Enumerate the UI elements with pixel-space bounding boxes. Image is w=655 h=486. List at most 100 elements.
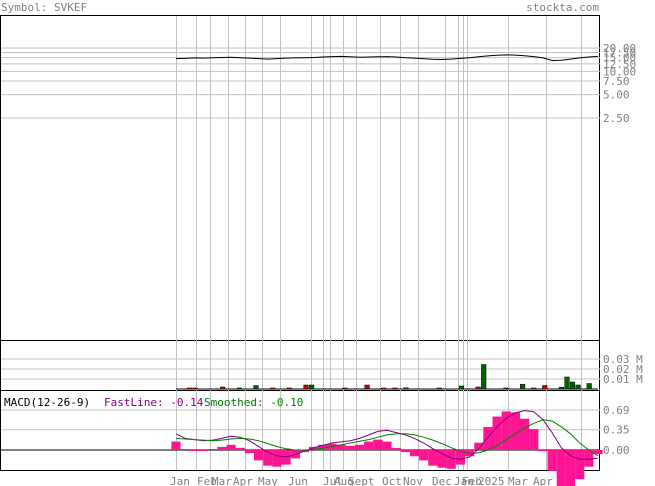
volume-bar bbox=[575, 384, 581, 390]
x-tick-label: Jan bbox=[454, 475, 474, 486]
macd-smooth-label: Smoothed: -0.10 bbox=[204, 396, 303, 409]
volume-bar bbox=[558, 386, 564, 390]
macd-fast-line bbox=[175, 410, 599, 460]
x-tick-label: Apr bbox=[533, 475, 553, 486]
macd-hist-bar bbox=[254, 450, 264, 461]
x-tick-label: Mar bbox=[212, 475, 232, 486]
x-tick-label: Mar bbox=[508, 475, 528, 486]
x-tick-label: Oct bbox=[382, 475, 402, 486]
macd-hist-bar bbox=[529, 429, 539, 450]
volume-tick-label: 0.03 M bbox=[603, 353, 643, 366]
macd-tick-label: 0.35 bbox=[603, 424, 630, 437]
volume-bar bbox=[503, 387, 509, 390]
macd-hist-bar bbox=[520, 418, 530, 450]
price-tick-label: 2.50 bbox=[603, 112, 630, 125]
x-tick-label: Aug bbox=[334, 475, 354, 486]
macd-hist-bar bbox=[263, 450, 273, 466]
macd-hist-bar bbox=[180, 449, 190, 450]
macd-hist-bar bbox=[483, 427, 493, 450]
macd-hist-bar bbox=[575, 450, 585, 480]
macd-hist-bar bbox=[547, 450, 557, 471]
macd-hist-bar bbox=[208, 449, 218, 450]
macd-hist-bar bbox=[354, 444, 365, 450]
macd-hist-bar bbox=[565, 450, 576, 486]
macd-hist-bar bbox=[364, 441, 374, 450]
volume-bar bbox=[564, 376, 570, 390]
x-tick-label: Nov bbox=[403, 475, 423, 486]
macd-hist-bar bbox=[492, 416, 502, 450]
macd-hist-bar bbox=[345, 445, 355, 450]
grid-lines bbox=[1, 16, 600, 470]
macd-hist-bar bbox=[538, 450, 548, 451]
volume-bar bbox=[542, 385, 548, 390]
macd-hist-bar bbox=[189, 450, 199, 451]
macd-hist-bar bbox=[455, 450, 465, 465]
volume-bar bbox=[364, 384, 370, 390]
macd-hist-bar bbox=[446, 450, 456, 469]
macd-fast-label: FastLine: -0.14 bbox=[104, 396, 204, 409]
volume-bars bbox=[186, 364, 592, 390]
x-tick-label: 2025 bbox=[478, 475, 505, 486]
site-name[interactable]: stockta.com bbox=[526, 1, 599, 14]
macd-hist-bar bbox=[593, 450, 603, 455]
x-tick-label: Apr bbox=[233, 475, 253, 486]
macd-hist-bar bbox=[419, 450, 429, 461]
macd-hist-bar bbox=[217, 446, 227, 450]
x-tick-label: Dec bbox=[432, 475, 452, 486]
macd-hist-bar bbox=[198, 450, 209, 451]
x-tick-label: May bbox=[258, 475, 278, 486]
volume-bar bbox=[403, 387, 409, 390]
macd-tick-label: 0.69 bbox=[603, 404, 630, 417]
volume-bar bbox=[586, 383, 592, 390]
volume-bar bbox=[481, 364, 487, 390]
price-tick-label: 5.00 bbox=[603, 89, 630, 102]
volume-bar bbox=[569, 381, 576, 390]
macd-hist-bar bbox=[437, 450, 447, 468]
macd-hist-bar bbox=[556, 450, 566, 486]
price-tick-label: 15.00 bbox=[603, 52, 636, 65]
volume-bar bbox=[309, 384, 315, 390]
macd-hist-bar bbox=[309, 446, 319, 450]
macd-hist-bar bbox=[226, 444, 236, 450]
volume-tick-label: 0.02 M bbox=[603, 363, 643, 376]
symbol-label: Symbol: SVKEF bbox=[1, 1, 87, 14]
volume-bar bbox=[342, 387, 348, 390]
macd-hist-bar bbox=[474, 442, 484, 450]
macd-tick-label: 0.00 bbox=[603, 444, 630, 457]
macd-hist-bar bbox=[428, 450, 438, 466]
macd-histogram bbox=[171, 411, 603, 486]
x-tick-label: Jan bbox=[170, 475, 190, 486]
volume-tick-label: 0.01 M bbox=[603, 373, 643, 386]
volume-bar bbox=[236, 387, 242, 390]
price-series bbox=[175, 54, 599, 62]
volume-bar bbox=[253, 385, 259, 390]
macd-hist-bar bbox=[584, 450, 594, 467]
x-tick-label: Jun bbox=[288, 475, 308, 486]
macd-smooth-line bbox=[175, 419, 599, 457]
volume-bar bbox=[392, 387, 398, 390]
price-tick-label: 10.00 bbox=[603, 65, 636, 78]
price-tick-label: 20.00 bbox=[603, 42, 636, 55]
x-tick-label: Feb bbox=[197, 475, 217, 486]
macd-hist-bar bbox=[510, 412, 520, 450]
price-tick-label: 7.50 bbox=[603, 75, 630, 88]
macd-hist-bar bbox=[272, 450, 282, 467]
macd-hist-bar bbox=[318, 444, 328, 450]
macd-title: MACD(12-26-9) bbox=[4, 396, 90, 409]
volume-bar bbox=[531, 387, 537, 390]
macd-hist-bar bbox=[391, 447, 401, 450]
volume-bar bbox=[270, 387, 276, 390]
price-tick-label: 12.50 bbox=[603, 58, 636, 71]
volume-bar bbox=[303, 384, 309, 390]
macd-hist-bar bbox=[400, 450, 410, 453]
price-line bbox=[175, 54, 599, 62]
volume-bar bbox=[520, 383, 526, 390]
macd-y-axis: 0.69 0.35 0.00 bbox=[603, 404, 630, 457]
volume-bar bbox=[436, 387, 442, 390]
volume-bar bbox=[381, 387, 387, 390]
macd-panel bbox=[0, 390, 600, 471]
macd-hist-bar bbox=[373, 439, 383, 450]
